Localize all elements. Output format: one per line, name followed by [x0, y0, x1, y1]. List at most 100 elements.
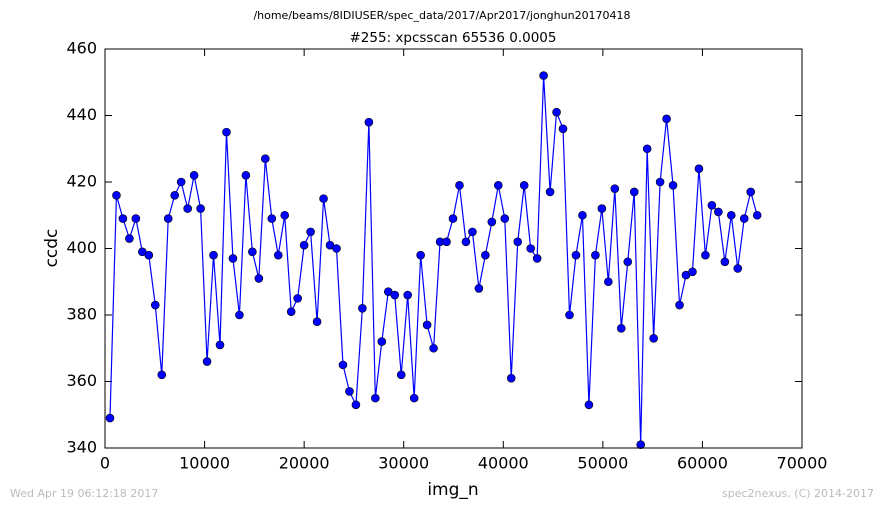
data-point [733, 264, 743, 273]
data-point [642, 144, 652, 154]
data-point [468, 227, 477, 237]
data-point [610, 184, 620, 193]
data-point [299, 240, 309, 250]
y-tick-label: 380 [66, 305, 97, 324]
data-point [727, 210, 736, 220]
data-point [345, 387, 354, 396]
y-tick-label: 400 [66, 238, 97, 257]
data-point [752, 210, 762, 220]
data-point [125, 234, 134, 243]
data-point [209, 250, 218, 260]
data-point [183, 204, 192, 213]
data-point [720, 257, 730, 267]
data-point [649, 333, 658, 343]
footer-left: Wed Apr 19 06:12:18 2017 [10, 487, 158, 500]
data-point [714, 207, 723, 217]
data-point [235, 310, 244, 320]
data-point [118, 214, 128, 223]
x-tick-label: 70000 [777, 454, 828, 473]
data-point [112, 191, 121, 200]
data-point [371, 393, 380, 403]
data-point [604, 277, 613, 287]
y-tick-label: 340 [66, 438, 97, 457]
data-point [558, 124, 568, 134]
data-point [616, 323, 626, 333]
suptitle: /home/beams/8IDIUSER/spec_data/2017/Apr2… [253, 9, 630, 22]
data-point [332, 244, 341, 253]
data-point [532, 254, 542, 263]
data-point [455, 181, 464, 190]
data-point [261, 154, 270, 164]
x-axis-label: img_n [427, 480, 478, 500]
plot-frame [104, 48, 803, 449]
data-point [487, 217, 497, 227]
data-point [429, 343, 438, 353]
data-point [591, 250, 600, 260]
data-point [215, 340, 225, 350]
data-point [403, 290, 412, 300]
data-point [539, 71, 548, 80]
y-tick-label: 420 [66, 172, 97, 191]
data-point [422, 320, 432, 330]
data-point [170, 191, 179, 200]
data-point [746, 187, 756, 197]
data-point [254, 274, 264, 283]
y-tick-label: 440 [66, 105, 97, 124]
data-point [163, 214, 173, 223]
data-point [668, 181, 678, 190]
data-point [545, 187, 555, 197]
data-point [571, 250, 581, 260]
data-point [267, 214, 277, 223]
data-point [694, 164, 704, 173]
data-point [675, 300, 684, 310]
data-point [390, 290, 400, 300]
data-point [513, 237, 523, 247]
data-point [442, 237, 451, 247]
x-tick-label: 30000 [378, 454, 429, 473]
data-point [655, 177, 665, 187]
data-point [623, 257, 633, 267]
data-point [396, 370, 406, 380]
x-tick-label: 0 [100, 454, 110, 473]
data-point [409, 393, 419, 403]
data-point [565, 310, 574, 320]
data-point [461, 237, 471, 247]
data-point [293, 294, 302, 303]
data-point [494, 181, 503, 190]
data-point [377, 337, 387, 346]
x-tick-label: 60000 [677, 454, 728, 473]
data-point [157, 370, 167, 380]
data-point [202, 357, 212, 366]
data-point [312, 317, 322, 326]
data-point [519, 181, 529, 190]
data-point [474, 284, 484, 293]
data-point [358, 304, 367, 313]
x-tick-label: 40000 [478, 454, 529, 473]
data-point [338, 360, 348, 370]
y-axis-label: ccdc [42, 229, 62, 268]
data-point [248, 247, 257, 257]
data-point [280, 210, 290, 220]
data-point [319, 194, 328, 203]
data-point [306, 227, 315, 237]
data-point [351, 400, 361, 410]
data-point [662, 114, 671, 124]
data-point [597, 204, 607, 213]
data-point [707, 200, 717, 210]
data-point [131, 214, 141, 223]
data-point [105, 413, 115, 423]
data-point [629, 187, 639, 197]
data-point [273, 250, 283, 260]
data-point [416, 250, 425, 260]
footer-right: spec2nexus, (C) 2014-2017 [722, 487, 874, 500]
data-point [506, 373, 516, 383]
data-point [526, 244, 535, 253]
data-point [584, 400, 594, 410]
data-point [364, 117, 374, 127]
x-tick-label: 10000 [179, 454, 230, 473]
x-tick-label: 20000 [279, 454, 330, 473]
data-point [552, 107, 561, 117]
